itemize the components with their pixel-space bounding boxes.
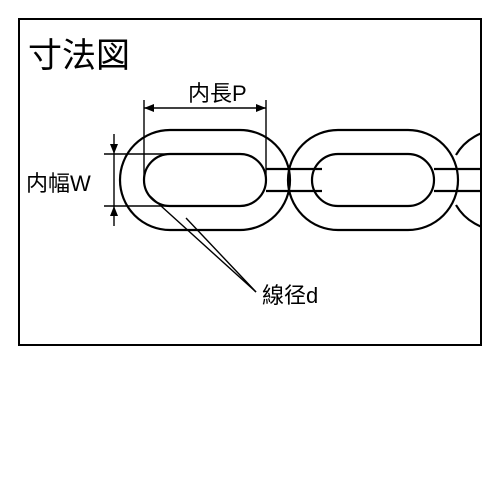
- dimension-inner-length: [144, 100, 266, 180]
- label-wire-diameter: 線径d: [262, 278, 318, 310]
- diagram-canvas: 寸法図: [0, 0, 500, 500]
- dimension-inner-width: [104, 134, 168, 226]
- label-inner-width: 内幅W: [26, 166, 91, 198]
- chain-svg: [0, 0, 500, 500]
- dimension-wire-diameter: [150, 196, 256, 292]
- label-inner-length: 内長P: [188, 76, 247, 108]
- chain-link-3: [456, 130, 500, 230]
- chain-link-2: [288, 130, 458, 230]
- chain-link-1: [120, 130, 290, 230]
